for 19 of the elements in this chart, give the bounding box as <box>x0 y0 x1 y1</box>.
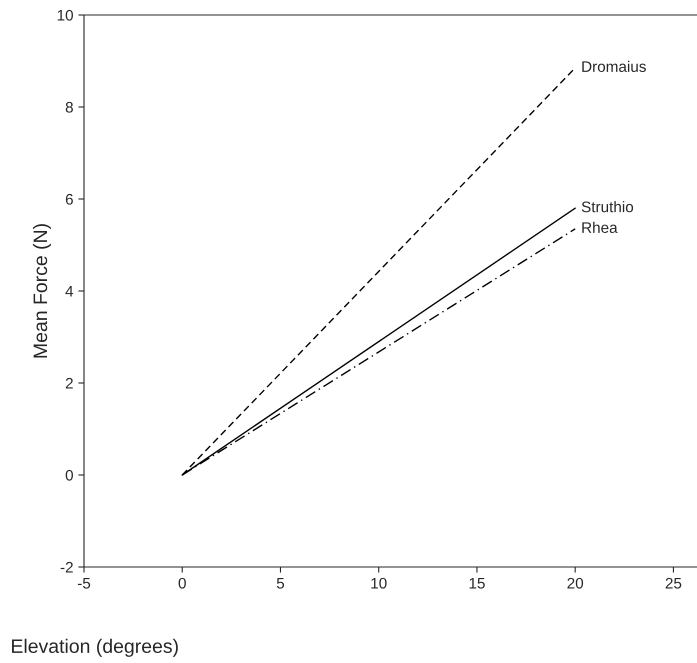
x-tick-label: 5 <box>276 578 284 589</box>
y-tick-label: 4 <box>65 286 74 297</box>
x-tick-label: 20 <box>567 578 584 589</box>
x-tick-label: 15 <box>470 578 485 589</box>
y-tick-label: 8 <box>66 102 73 113</box>
x-tick-label: 25 <box>666 578 682 589</box>
y-tick-label: 6 <box>66 194 73 205</box>
series-label: Struthio <box>582 201 634 212</box>
x-axis-title: Elevation (degrees) <box>12 638 178 657</box>
y-tick-label: -2 <box>60 562 73 573</box>
x-tick-label: 10 <box>371 578 387 589</box>
y-tick-label: 2 <box>66 378 73 389</box>
x-tick-label: 0 <box>178 578 186 589</box>
series-label: Rhea <box>582 222 618 233</box>
x-tick-label: -5 <box>78 578 90 589</box>
series-label: Dromaius <box>582 60 646 72</box>
y-tick-label: 0 <box>66 470 73 481</box>
y-tick-label: 10 <box>58 10 73 21</box>
y-axis-title: Mean Force (N) <box>32 224 52 358</box>
